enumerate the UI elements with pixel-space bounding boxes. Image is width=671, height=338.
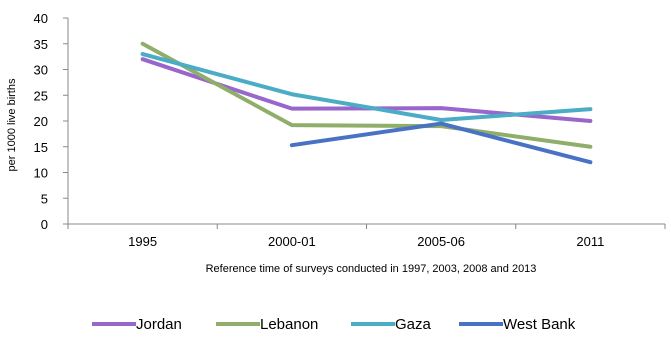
series-lines xyxy=(140,41,593,165)
series-line-gaza xyxy=(140,52,593,122)
y-tick-label: 20 xyxy=(34,114,48,129)
x-axis-ticks: 1995 2000-01 2005-06 2011 xyxy=(67,224,666,249)
y-tick-label: 0 xyxy=(41,217,48,232)
legend-label-gaza: Gaza xyxy=(395,316,432,333)
y-tick-label: 35 xyxy=(34,37,48,52)
series-line-jordan xyxy=(140,57,593,123)
y-tick-label: 5 xyxy=(41,191,48,206)
y-axis-title: per 1000 live births xyxy=(6,78,18,171)
legend-label-west-bank: West Bank xyxy=(503,316,576,333)
y-tick-label: 25 xyxy=(34,88,48,103)
series-line-lebanon xyxy=(140,41,593,149)
y-tick-label: 15 xyxy=(34,140,48,155)
x-tick-label: 2011 xyxy=(576,234,604,249)
legend-label-lebanon: Lebanon xyxy=(260,316,318,333)
y-axis-ticks: 0 5 10 15 20 25 30 35 40 xyxy=(34,11,68,232)
series-line-west-bank xyxy=(289,121,593,165)
y-tick-label: 10 xyxy=(34,166,48,181)
x-axis-title: Reference time of surveys conducted in 1… xyxy=(206,263,537,275)
y-tick-label: 40 xyxy=(34,11,48,26)
y-tick-label: 30 xyxy=(34,63,48,78)
legend-label-jordan: Jordan xyxy=(136,316,182,333)
legend: Jordan Lebanon Gaza West Bank xyxy=(92,316,576,333)
x-tick-label: 2000-01 xyxy=(268,234,316,249)
x-tick-label: 2005-06 xyxy=(417,234,465,249)
x-tick-label: 1995 xyxy=(128,234,157,249)
